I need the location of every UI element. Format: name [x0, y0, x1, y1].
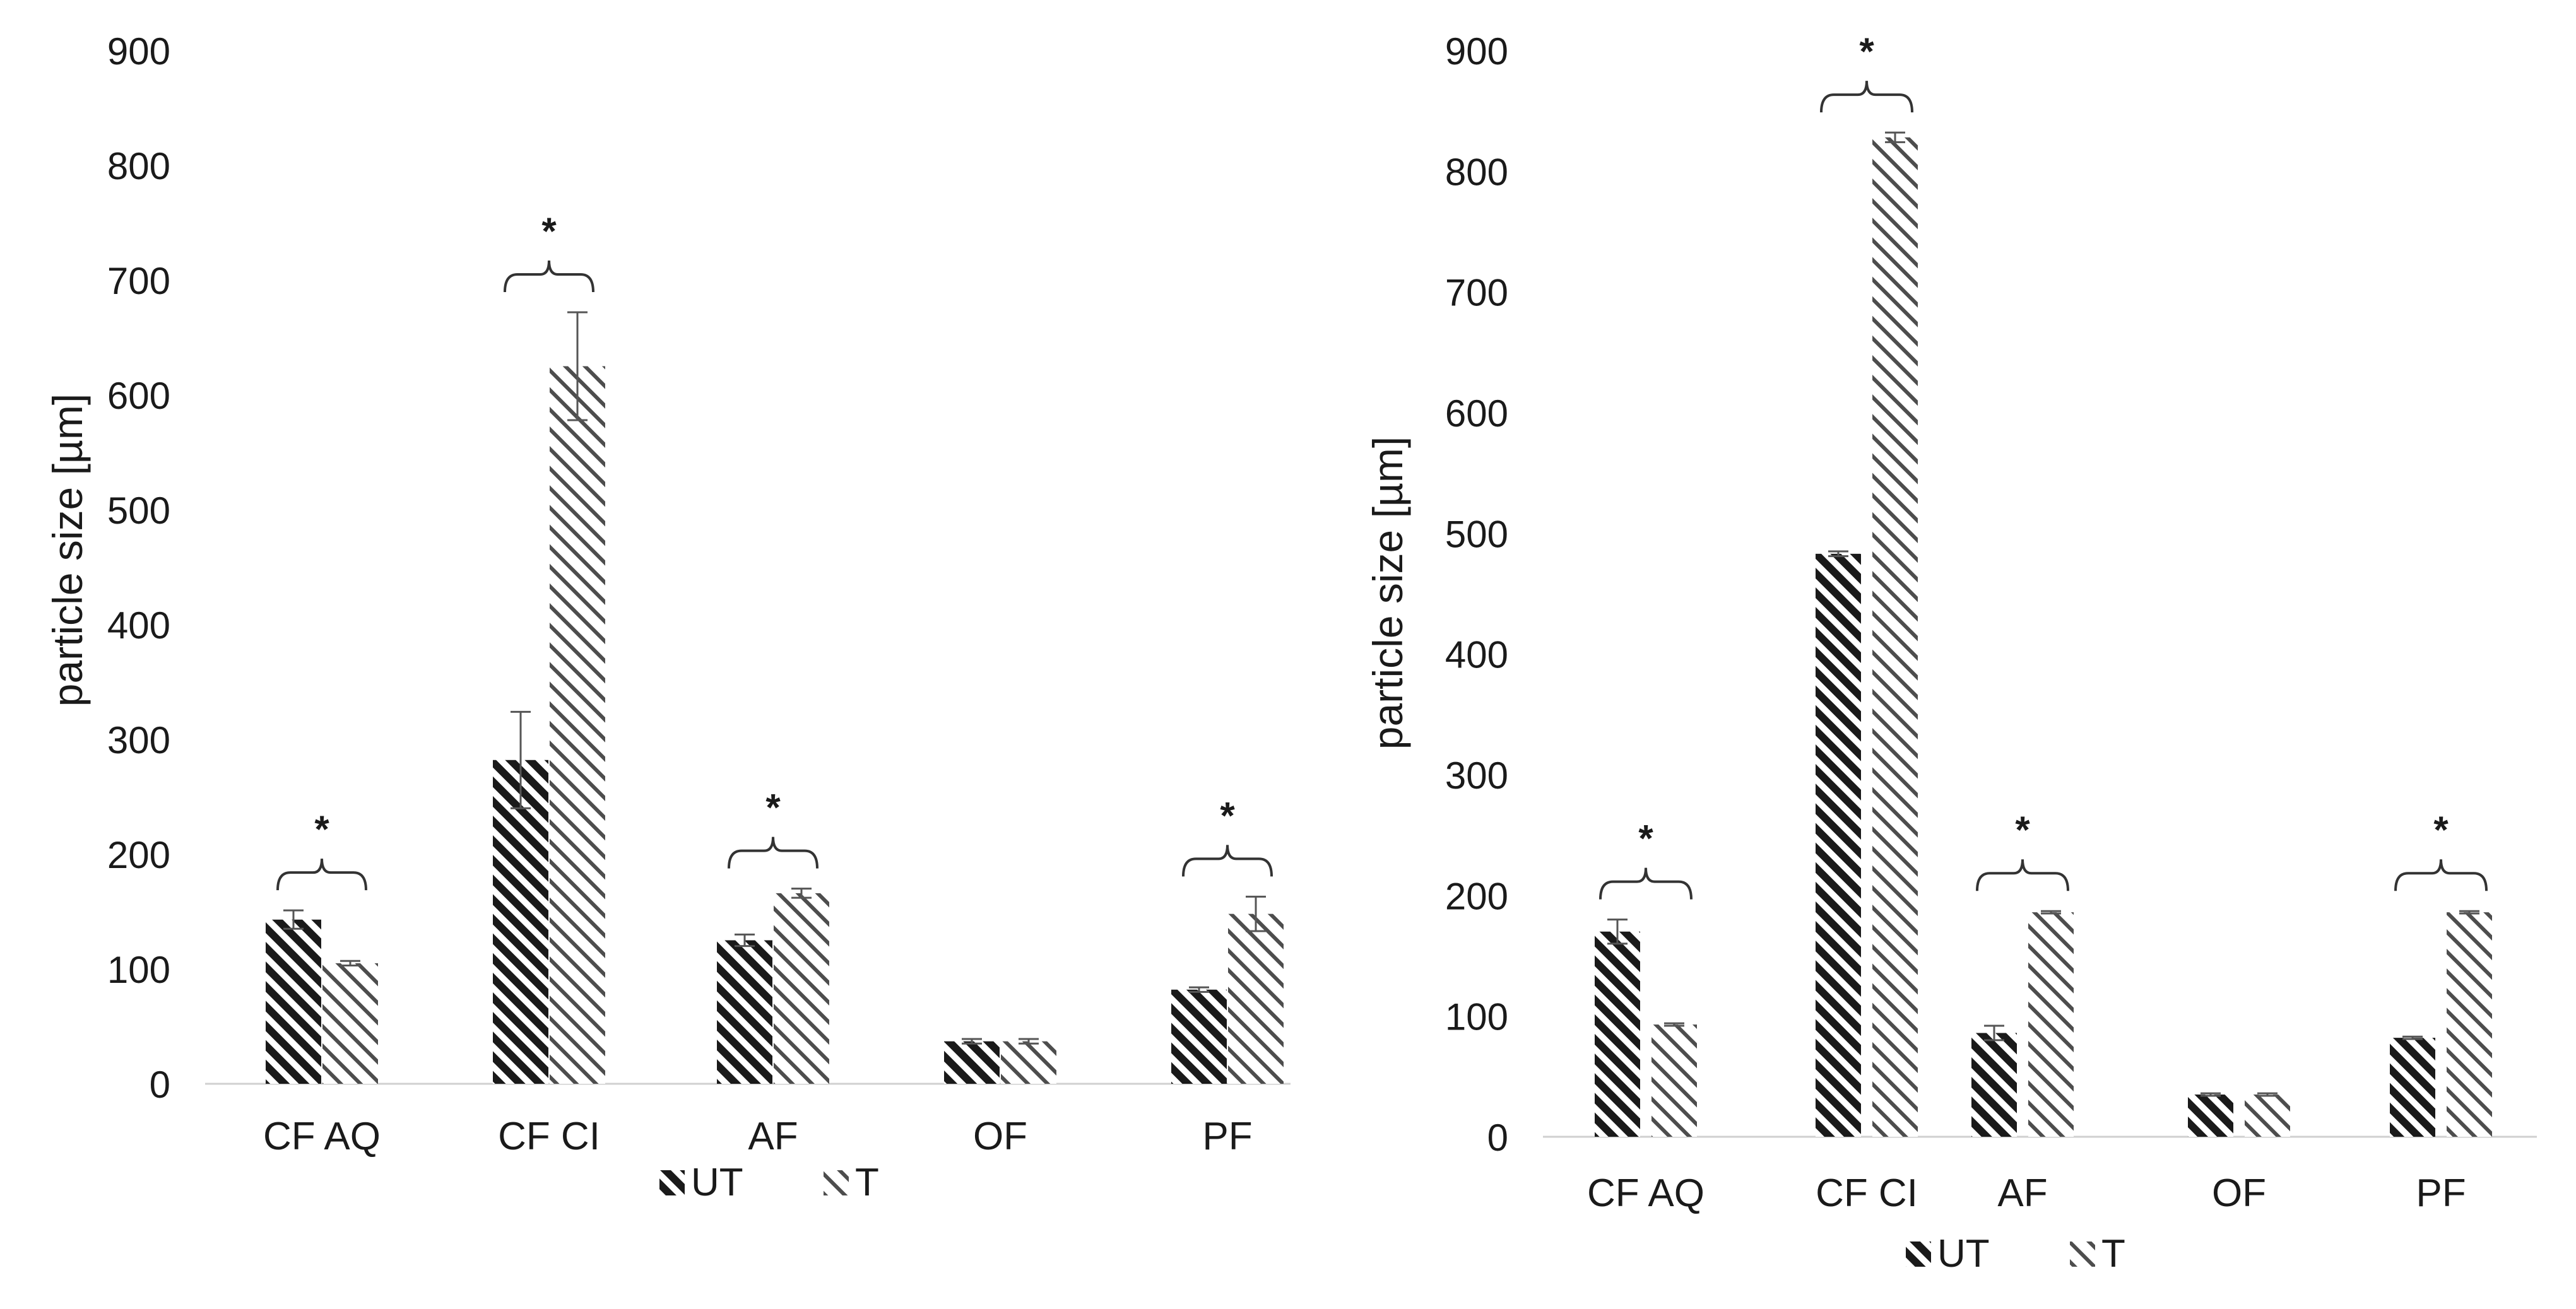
bar-t: [2245, 1095, 2290, 1137]
chart-panel-left: particle size [µm] 0 100 200 300 400 500 600 70…: [44, 30, 1291, 1204]
x-tick-label: CF AQ: [263, 1115, 381, 1158]
significance-bracket: [1820, 81, 1913, 113]
y-tick-label: 100: [1445, 996, 1508, 1038]
y-tick-label: 300: [107, 719, 170, 761]
significance-star: *: [1220, 794, 1235, 836]
bar-t: [322, 963, 378, 1084]
y-tick-label: 400: [1445, 634, 1508, 676]
x-tick-label: OF: [2212, 1171, 2266, 1215]
x-tick-label: PF: [1202, 1115, 1252, 1158]
bar-t: [550, 366, 605, 1084]
y-tick-label: 900: [107, 30, 170, 73]
y-tick-label: 600: [1445, 392, 1508, 435]
x-tick-label: CF CI: [498, 1115, 600, 1158]
x-tick-label: CF CI: [1816, 1171, 1918, 1215]
y-tick-label: 800: [107, 145, 170, 187]
significance-star: *: [541, 210, 557, 252]
bar-t: [2447, 912, 2492, 1137]
bar-ut: [944, 1041, 1000, 1084]
y-axis-label: particle size [µm]: [44, 394, 91, 707]
significance-star: *: [765, 787, 781, 829]
y-tick-label: 900: [1445, 30, 1508, 73]
bar-t: [2028, 912, 2074, 1137]
bar-ut: [1816, 553, 1861, 1137]
x-tick-label: AF: [1997, 1171, 2047, 1215]
bar-ut: [1595, 931, 1640, 1137]
legend-label: UT: [691, 1161, 743, 1204]
bar-ut: [2390, 1038, 2435, 1137]
significance-star: *: [2015, 809, 2030, 851]
significance-bracket: [1599, 867, 1693, 900]
x-tick-label: PF: [2416, 1171, 2466, 1215]
significance-bracket: [728, 836, 818, 869]
y-tick-label: 700: [1445, 272, 1508, 314]
bar-t: [1872, 137, 1918, 1137]
y-tick-label: 800: [1445, 151, 1508, 193]
y-tick-label: 500: [107, 490, 170, 532]
legend-label: T: [855, 1161, 879, 1204]
y-tick-label: 100: [107, 949, 170, 991]
y-tick-label: 600: [107, 375, 170, 417]
legend-swatch-t: [2070, 1241, 2095, 1267]
y-axis-label: particle size [µm]: [1364, 437, 1411, 749]
bar-ut: [2188, 1095, 2233, 1137]
y-tick-label: 0: [150, 1064, 170, 1106]
legend-swatch-ut: [659, 1170, 685, 1195]
y-tick-label: 200: [107, 834, 170, 876]
bar-ut: [717, 940, 772, 1084]
bar-t: [1651, 1024, 1697, 1137]
bar-ut: [266, 919, 321, 1084]
y-tick-label: 0: [1487, 1117, 1508, 1159]
y-tick-label: 300: [1445, 754, 1508, 797]
significance-bracket: [1182, 845, 1273, 877]
legend-label: UT: [1937, 1232, 1990, 1276]
bar-ut: [1171, 989, 1227, 1084]
significance-bracket: [2394, 859, 2488, 891]
significance-star: *: [2433, 809, 2449, 851]
x-tick-label: AF: [748, 1115, 798, 1158]
significance-star: *: [1638, 818, 1653, 860]
significance-bracket: [504, 260, 594, 292]
y-tick-label: 700: [107, 260, 170, 302]
bar-ut: [493, 760, 548, 1084]
significance-bracket: [276, 859, 367, 891]
bar-ut: [1971, 1033, 2017, 1137]
bar-t: [774, 893, 829, 1084]
significance-bracket: [1976, 859, 2069, 891]
y-tick-label: 400: [107, 604, 170, 647]
legend-label: T: [2101, 1232, 2125, 1276]
significance-star: *: [1859, 30, 1874, 73]
legend-swatch-ut: [1906, 1241, 1931, 1267]
x-tick-label: CF AQ: [1587, 1171, 1705, 1215]
chart-panel-right: particle size [µm] 0 100 200 300 400 500 600 70…: [1364, 30, 2537, 1276]
y-tick-label: 500: [1445, 513, 1508, 555]
y-tick-label: 200: [1445, 875, 1508, 917]
x-tick-label: OF: [973, 1115, 1027, 1158]
bar-t: [1228, 913, 1284, 1084]
legend-swatch-t: [824, 1170, 849, 1195]
bar-t: [1001, 1041, 1056, 1084]
significance-star: *: [314, 808, 329, 850]
